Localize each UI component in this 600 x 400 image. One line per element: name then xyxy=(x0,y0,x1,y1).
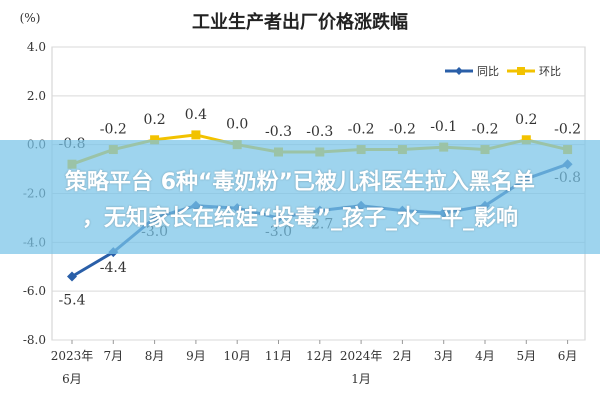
data-label-mom: -0.2 xyxy=(554,122,581,138)
y-axis-unit-label: (%) xyxy=(20,11,41,25)
data-label-mom: 0.2 xyxy=(515,112,537,128)
chart-title: 工业生产者出厂价格涨跌幅 xyxy=(192,11,408,33)
data-label-mom: -0.2 xyxy=(472,122,499,138)
data-label-mom: -0.2 xyxy=(389,122,416,138)
data-label-mom: 0.4 xyxy=(185,107,207,123)
overlay-headline-line1[interactable]: 策略平台 6种“毒奶粉”已被儿科医生拉入黑名单 xyxy=(65,170,535,195)
x-tick-label: 2023年 xyxy=(51,349,94,363)
x-tick-label: 2024年 xyxy=(340,349,383,363)
data-label-mom: 0.0 xyxy=(226,117,248,133)
legend-swatch-marker xyxy=(517,67,525,75)
data-label-yoy: -5.4 xyxy=(59,293,86,309)
data-label-mom: -0.1 xyxy=(430,119,457,135)
x-tick-label: 6月 xyxy=(558,349,578,363)
x-tick-label-sub: 6月 xyxy=(62,372,82,386)
x-tick-label: 8月 xyxy=(145,349,165,363)
y-tick-label: 2.0 xyxy=(27,89,46,103)
x-tick-label: 10月 xyxy=(224,349,251,363)
data-point-mom xyxy=(521,135,531,145)
x-tick-label-sub: 1月 xyxy=(351,372,371,386)
data-label-mom: -0.2 xyxy=(348,122,375,138)
overlay-banner xyxy=(0,140,600,254)
overlay-headline-line2[interactable]: ，无知家长在给娃“投毒”_孩子_水一平_影响 xyxy=(82,206,518,231)
x-tick-label: 9月 xyxy=(186,349,206,363)
x-tick-label: 5月 xyxy=(516,349,536,363)
data-label-mom: 0.2 xyxy=(143,112,165,128)
x-tick-label: 11月 xyxy=(265,349,292,363)
data-label-mom: -0.2 xyxy=(100,122,127,138)
x-tick-label: 4月 xyxy=(475,349,495,363)
x-tick-label: 7月 xyxy=(103,349,123,363)
x-tick-label: 12月 xyxy=(306,349,333,363)
y-tick-label: -8.0 xyxy=(23,333,46,347)
x-tick-label: 3月 xyxy=(434,349,454,363)
data-point-mom xyxy=(191,130,201,140)
legend-label-yoy: 同比 xyxy=(477,65,499,78)
data-label-yoy: -4.4 xyxy=(100,260,127,276)
legend-label-mom: 环比 xyxy=(539,65,561,78)
y-tick-label: -6.0 xyxy=(23,284,46,298)
data-label-mom: -0.3 xyxy=(265,124,292,140)
x-tick-label: 2月 xyxy=(393,349,413,363)
data-point-mom xyxy=(150,135,160,145)
data-point-yoy xyxy=(67,271,77,282)
y-tick-label: 4.0 xyxy=(27,40,46,54)
legend-swatch-marker xyxy=(455,67,463,75)
data-label-mom: -0.3 xyxy=(306,124,333,140)
